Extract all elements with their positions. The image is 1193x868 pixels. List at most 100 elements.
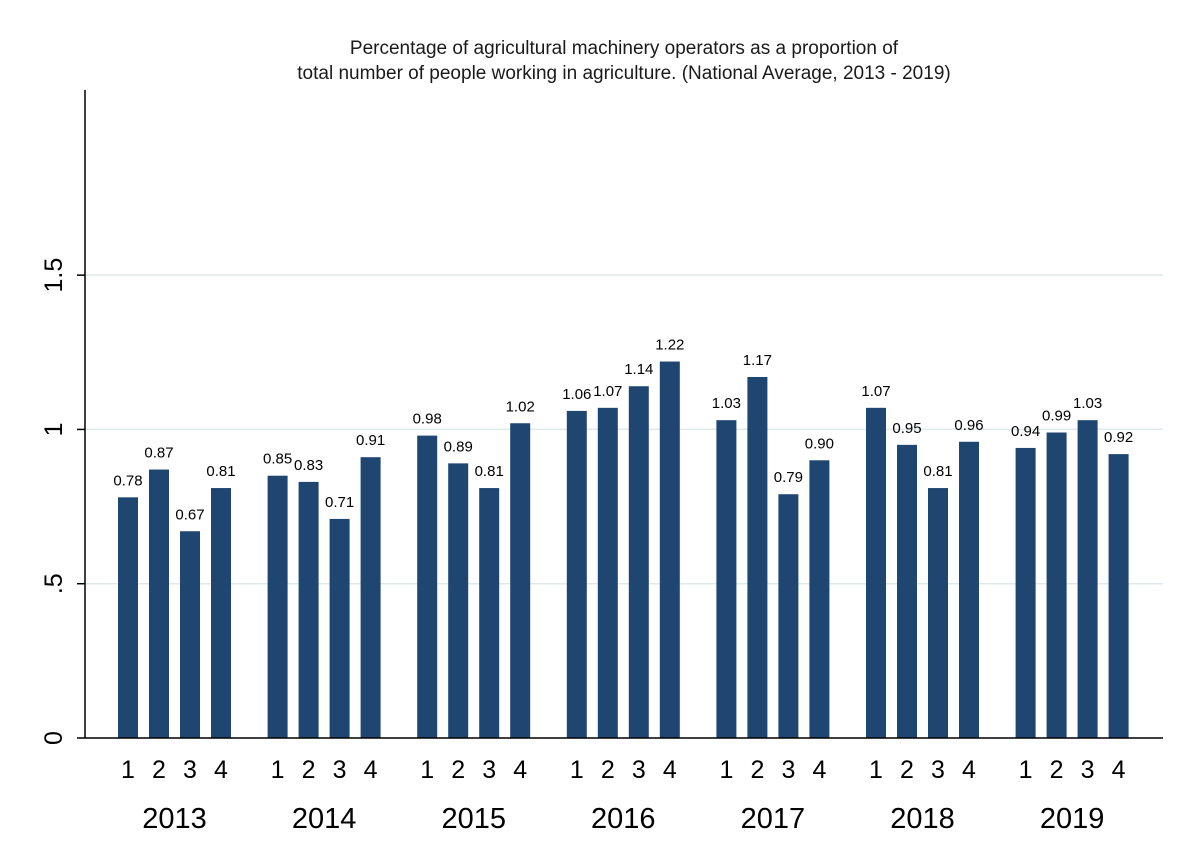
x-quarter-label: 3 (781, 756, 795, 784)
bar (928, 488, 948, 738)
x-quarter-label: 4 (513, 756, 527, 784)
bar (479, 488, 500, 738)
x-year-label: 2015 (441, 803, 506, 835)
bar-value-label: 0.89 (444, 438, 473, 455)
x-year-label: 2019 (1040, 803, 1105, 835)
bar (809, 460, 830, 738)
bar-value-label: 1.07 (593, 383, 622, 400)
y-axis-ticks: 0 .5 1 1.5 (40, 258, 85, 745)
x-quarter-label: 1 (420, 756, 434, 784)
bar (360, 457, 381, 738)
bar (211, 488, 231, 738)
x-year-label: 2013 (142, 803, 207, 835)
x-quarter-label: 3 (632, 756, 646, 784)
x-quarter-label: 2 (451, 756, 465, 784)
bar-value-label: 1.06 (562, 386, 591, 403)
bar-value-label: 0.90 (805, 435, 834, 452)
x-quarter-label: 4 (812, 756, 826, 784)
bar (959, 441, 979, 738)
bars (118, 361, 1129, 738)
bar (597, 407, 618, 738)
bar (1015, 447, 1036, 738)
bar (897, 444, 917, 738)
x-quarter-label: 2 (750, 756, 764, 784)
x-quarter-label: 4 (214, 756, 228, 784)
bar-value-label: 0.81 (206, 463, 235, 480)
x-quarter-label: 1 (869, 756, 883, 784)
bar-value-label: 0.78 (113, 472, 142, 489)
x-year-label: 2017 (741, 803, 806, 835)
bar-value-label: 0.79 (774, 469, 803, 486)
x-quarter-label: 3 (183, 756, 197, 784)
x-quarter-label: 3 (482, 756, 496, 784)
bar (417, 435, 438, 738)
bar-value-label: 1.03 (712, 395, 741, 412)
bar-value-label: 0.67 (175, 506, 204, 523)
bar (118, 497, 138, 738)
chart-title-line-2: total number of people working in agricu… (297, 63, 950, 84)
bar-value-label: 0.87 (144, 445, 173, 462)
bar-value-label: 1.03 (1073, 395, 1102, 412)
bar (180, 531, 200, 738)
x-quarter-label: 1 (121, 756, 135, 784)
bar (659, 361, 680, 738)
x-quarter-label: 4 (364, 756, 378, 784)
bar-value-label: 1.07 (861, 383, 890, 400)
bar-value-label: 0.91 (356, 432, 385, 449)
x-quarter-label: 4 (663, 756, 677, 784)
y-tick-label: 1 (40, 422, 68, 436)
x-quarter-label: 1 (570, 756, 584, 784)
x-quarter-label: 3 (931, 756, 945, 784)
bar (716, 420, 737, 738)
x-year-label: 2014 (292, 803, 357, 835)
gridlines (85, 274, 1163, 585)
data-labels: 0.780.87 0.67 0.81 0.85 0.83 0.71 0.91 0.980.89… (113, 337, 1133, 524)
bar (149, 469, 169, 738)
x-quarter-label: 1 (271, 756, 285, 784)
bar-value-label: 1.22 (655, 337, 684, 354)
bar-value-label: 0.95 (892, 420, 921, 437)
x-quarter-label: 2 (601, 756, 615, 784)
x-quarter-label: 2 (900, 756, 914, 784)
x-quarter-label: 2 (302, 756, 316, 784)
bar (778, 494, 799, 738)
y-tick-label: 1.5 (40, 258, 68, 293)
bar-value-label: 0.81 (475, 463, 504, 480)
bar-value-label: 0.92 (1104, 429, 1133, 446)
bar-value-label: 0.71 (325, 494, 354, 511)
x-quarter-label: 3 (1081, 756, 1095, 784)
y-tick-label: 0 (40, 731, 68, 745)
bar-value-label: 0.98 (413, 411, 442, 428)
bar (866, 407, 886, 738)
bar (510, 423, 531, 738)
x-quarter-label: 1 (1019, 756, 1033, 784)
bar-value-label: 1.02 (506, 398, 535, 415)
y-tick-label: .5 (40, 573, 68, 594)
bar (1108, 454, 1129, 738)
x-quarter-label: 4 (962, 756, 976, 784)
chart-title-line-1: Percentage of agricultural machinery ope… (350, 38, 899, 59)
bar (1046, 432, 1067, 738)
bar-value-label: 0.96 (954, 417, 983, 434)
bar (566, 410, 587, 738)
bar-value-label: 0.81 (923, 463, 952, 480)
x-year-label: 2018 (890, 803, 955, 835)
bar (267, 475, 288, 738)
x-quarter-label: 3 (333, 756, 347, 784)
bar (448, 463, 469, 738)
bar-value-label: 1.17 (743, 352, 772, 369)
x-quarter-label: 2 (1050, 756, 1064, 784)
bar (1077, 420, 1098, 738)
bar-value-label: 0.99 (1042, 408, 1071, 425)
bar (747, 376, 768, 738)
bar-value-label: 0.83 (294, 457, 323, 474)
bar-value-label: 1.14 (624, 361, 653, 378)
bar (628, 386, 649, 738)
bar-value-label: 0.85 (263, 451, 292, 468)
x-quarter-label: 1 (719, 756, 733, 784)
x-year-label: 2016 (591, 803, 656, 835)
bar (329, 518, 350, 738)
